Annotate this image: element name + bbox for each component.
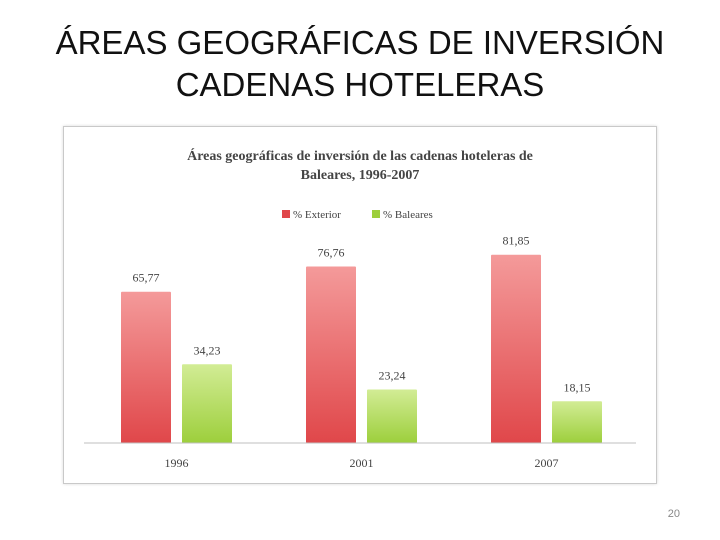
x-tick-label-2001: 2001 xyxy=(350,456,374,470)
chart-legend: % Exterior % Baleares xyxy=(282,209,433,221)
chart-title-line-1: Áreas geográficas de inversión de las ca… xyxy=(187,147,533,164)
data-label-2001-0: 76,76 xyxy=(318,245,345,259)
slide-title-line-1: ÁREAS GEOGRÁFICAS DE INVERSIÓN xyxy=(55,24,665,61)
data-label-1996-0: 65,77 xyxy=(133,271,160,285)
data-label-1996-1: 34,23 xyxy=(194,343,221,357)
bar-1996-0 xyxy=(121,291,171,443)
bar-1996-1 xyxy=(182,364,232,443)
chart-frame: Áreas geográficas de inversión de las ca… xyxy=(63,126,657,484)
data-label-2007-1: 18,15 xyxy=(564,380,591,394)
bar-chart: Áreas geográficas de inversión de las ca… xyxy=(84,147,636,470)
bar-2001-1 xyxy=(367,389,417,443)
data-label-2007-0: 81,85 xyxy=(503,234,530,248)
data-label-2001-1: 23,24 xyxy=(379,369,406,383)
slide-title: ÁREAS GEOGRÁFICAS DE INVERSIÓN CADENAS H… xyxy=(0,22,720,106)
x-tick-labels: 1996 2001 2007 xyxy=(165,456,559,470)
legend-swatch-0 xyxy=(282,210,290,218)
legend-label-1: % Baleares xyxy=(383,209,433,221)
bar-2007-0 xyxy=(491,254,541,443)
slide-title-line-2: CADENAS HOTELERAS xyxy=(175,66,545,103)
x-tick-label-2007: 2007 xyxy=(535,456,559,470)
chart-bars: 65,77 34,23 76,76 23,24 81,85 18,15 xyxy=(121,234,602,443)
bar-2001-0 xyxy=(306,266,356,443)
x-tick-label-1996: 1996 xyxy=(165,456,189,470)
chart-title-line-2: Baleares, 1996-2007 xyxy=(301,168,420,183)
legend-label-0: % Exterior xyxy=(293,209,341,221)
legend-swatch-1 xyxy=(372,210,380,218)
bar-2007-1 xyxy=(552,401,602,443)
page-number: 20 xyxy=(667,508,680,520)
